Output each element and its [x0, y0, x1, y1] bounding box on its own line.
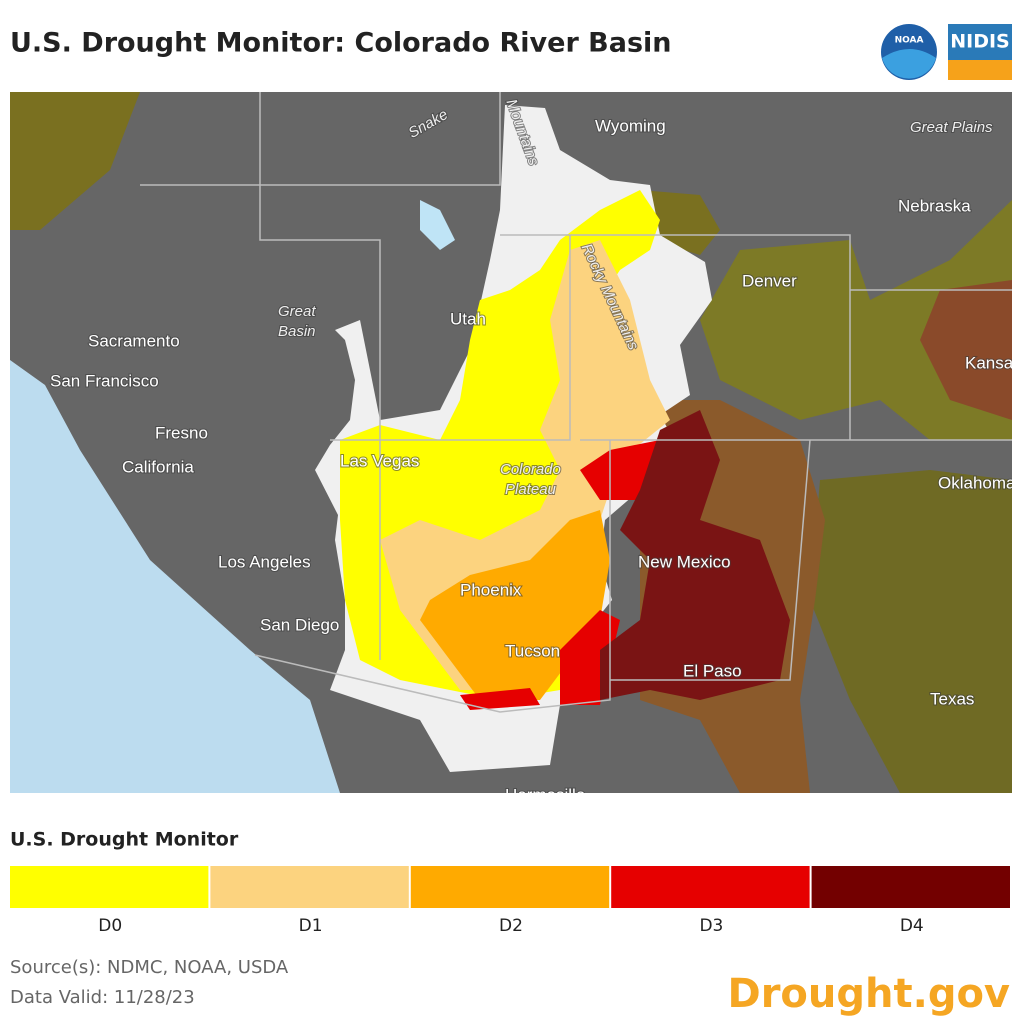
- legend: D0 D1 D2 D3 D4: [10, 866, 1010, 936]
- legend-title: U.S. Drought Monitor: [10, 829, 239, 851]
- map-label: Wyoming: [595, 116, 666, 135]
- map-label: Fresno: [155, 423, 208, 442]
- map-label: California: [122, 457, 194, 476]
- source: Source(s): NDMC, NOAA, USDA: [10, 957, 289, 978]
- map-label: Hermosillo: [505, 785, 585, 804]
- map-label: San Francisco: [50, 371, 159, 390]
- map-label: Tucson: [505, 641, 560, 660]
- map-label: El Paso: [683, 661, 742, 680]
- map-label: New Mexico: [638, 552, 731, 571]
- legend-label: D2: [499, 916, 523, 936]
- map-label: Oklahoma: [938, 473, 1016, 492]
- noaa-logo: NOAA: [881, 24, 937, 80]
- legend-label: D3: [699, 916, 723, 936]
- legend-label: D4: [900, 916, 924, 936]
- legend-swatch: [410, 866, 610, 908]
- legend-swatch: [10, 866, 209, 908]
- legend-swatch: [611, 866, 810, 908]
- map-label: Great: [278, 303, 316, 320]
- map-label: Phoenix: [460, 580, 522, 599]
- legend-label: D0: [98, 916, 122, 936]
- legend-label: D1: [299, 916, 323, 936]
- map-label: Colorado: [500, 461, 561, 478]
- map-label: Nebraska: [898, 196, 971, 215]
- map-label: Sacramento: [88, 331, 180, 350]
- map-label: Denver: [742, 271, 797, 290]
- legend-swatch: [811, 866, 1010, 908]
- map-label: Utah: [450, 309, 486, 328]
- map-label: Las Vegas: [340, 451, 419, 470]
- map-label: Basin: [278, 323, 316, 340]
- logo-text: NOAA: [895, 36, 924, 46]
- logo-text: NIDIS: [950, 31, 1010, 53]
- brand: Drought.gov: [728, 971, 1011, 1017]
- map-label: Great Plains: [910, 119, 993, 136]
- map-label: San Diego: [260, 615, 339, 634]
- map-label: Plateau: [505, 481, 557, 498]
- map-label: Texas: [930, 689, 974, 708]
- legend-swatch: [210, 866, 409, 908]
- map-label: Los Angeles: [218, 552, 311, 571]
- map: Wyoming Great Plains Nebraska Snake Moun…: [10, 92, 1019, 804]
- map-label: Kansas: [965, 353, 1019, 372]
- nidis-logo: NIDIS: [948, 24, 1012, 80]
- data-valid: Data Valid: 11/28/23: [10, 987, 195, 1008]
- title: U.S. Drought Monitor: Colorado River Bas…: [10, 28, 672, 59]
